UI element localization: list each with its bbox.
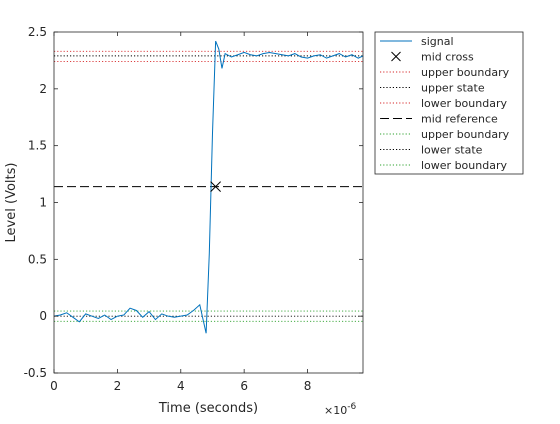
signal-point (215, 41, 216, 42)
signal-point (209, 253, 210, 254)
signal-point (79, 321, 80, 322)
signal-point (269, 52, 270, 53)
signal-point (244, 52, 245, 53)
signal-point (339, 53, 340, 54)
signal-point (180, 316, 181, 317)
y-tick-label: -0.5 (24, 366, 47, 380)
signal-point (187, 315, 188, 316)
signal-point (117, 316, 118, 317)
legend-label: upper boundary (421, 66, 510, 79)
signal-point (320, 54, 321, 55)
y-tick-label: 2.5 (28, 25, 47, 39)
x-exponent-power: -6 (347, 402, 356, 412)
signal-point (98, 318, 99, 319)
signal-point (104, 315, 105, 316)
legend-entry: lower state (380, 144, 483, 157)
y-axis: -0.5 0 0.5 1 1.5 2 2.5 (24, 25, 363, 380)
signal-point (225, 53, 226, 54)
x-axis-label: Time (seconds) (158, 401, 258, 416)
signal-point (85, 313, 86, 314)
signal-layer (53, 40, 364, 334)
signal-point (231, 57, 232, 58)
x-axis: 0 2 4 6 8 (50, 32, 311, 393)
signal-point (307, 58, 308, 59)
legend-label: lower boundary (421, 97, 507, 110)
legend-label: upper boundary (421, 128, 510, 141)
signal-point (92, 316, 93, 317)
signal-point (326, 58, 327, 59)
signal-point (66, 312, 67, 313)
marker-layer (210, 181, 221, 192)
x-tick-label: 2 (114, 379, 122, 393)
plot-area (54, 32, 363, 373)
signal-point (212, 134, 213, 135)
legend-label: lower boundary (421, 159, 507, 172)
signal-point (282, 54, 283, 55)
x-tick-label: 6 (240, 379, 248, 393)
signal-point (288, 55, 289, 56)
x-exponent-base: ×10 (324, 404, 347, 417)
signal-point (161, 313, 162, 314)
signal-point (206, 333, 207, 334)
signal-point (358, 58, 359, 59)
signal-point (60, 315, 61, 316)
legend-entry: lower boundary (380, 159, 507, 172)
legend-label: mid cross (421, 51, 474, 64)
signal-point (142, 317, 143, 318)
mid-cross-marker (210, 181, 221, 192)
legend-entry: signal (380, 35, 454, 48)
signal-point (237, 54, 238, 55)
signal-point (136, 310, 137, 311)
signal-point (332, 55, 333, 56)
signal-point (275, 53, 276, 54)
legend-entry: upper boundary (380, 66, 510, 79)
y-tick-label: 2 (39, 82, 47, 96)
signal-series-line (53, 40, 364, 334)
signal-point (111, 319, 112, 320)
signal-point (301, 57, 302, 58)
signal-point (221, 68, 222, 69)
signal-point (174, 317, 175, 318)
legend-entry: lower boundary (380, 97, 507, 110)
signal-point (130, 308, 131, 309)
y-axis-label: Level (Volts) (4, 163, 19, 243)
x-exponent-label: ×10-6 (324, 402, 356, 417)
legend-entry: mid cross (391, 51, 474, 64)
x-tick-label: 4 (177, 379, 185, 393)
signal-point (123, 315, 124, 316)
signal-point (263, 53, 264, 54)
signal-point (256, 55, 257, 56)
legend-entry: mid reference (380, 113, 498, 126)
legend-entry: upper state (380, 82, 485, 95)
x-tick-label: 8 (304, 379, 312, 393)
legend-entry: upper boundary (380, 128, 510, 141)
signal-point (218, 49, 219, 50)
signal-point (199, 304, 200, 305)
legend-label: lower state (421, 144, 483, 157)
y-tick-label: 0 (39, 309, 47, 323)
y-tick-label: 1 (39, 196, 47, 210)
signal-point (345, 57, 346, 58)
legend-label: upper state (421, 82, 485, 95)
signal-point (73, 317, 74, 318)
y-tick-label: 1.5 (28, 139, 47, 153)
signal-point (313, 55, 314, 56)
signal-point (155, 319, 156, 320)
legend-label: mid reference (421, 113, 498, 126)
signal-point (351, 54, 352, 55)
x-tick-label: 0 (50, 379, 58, 393)
signal-point (193, 310, 194, 311)
signal-point (294, 53, 295, 54)
signal-point (149, 311, 150, 312)
y-tick-label: 0.5 (28, 252, 47, 266)
signal-point (168, 316, 169, 317)
legend-label: signal (421, 35, 454, 48)
signal-point (250, 54, 251, 55)
legend: signal mid cross upper boundary upper state… (374, 31, 524, 175)
